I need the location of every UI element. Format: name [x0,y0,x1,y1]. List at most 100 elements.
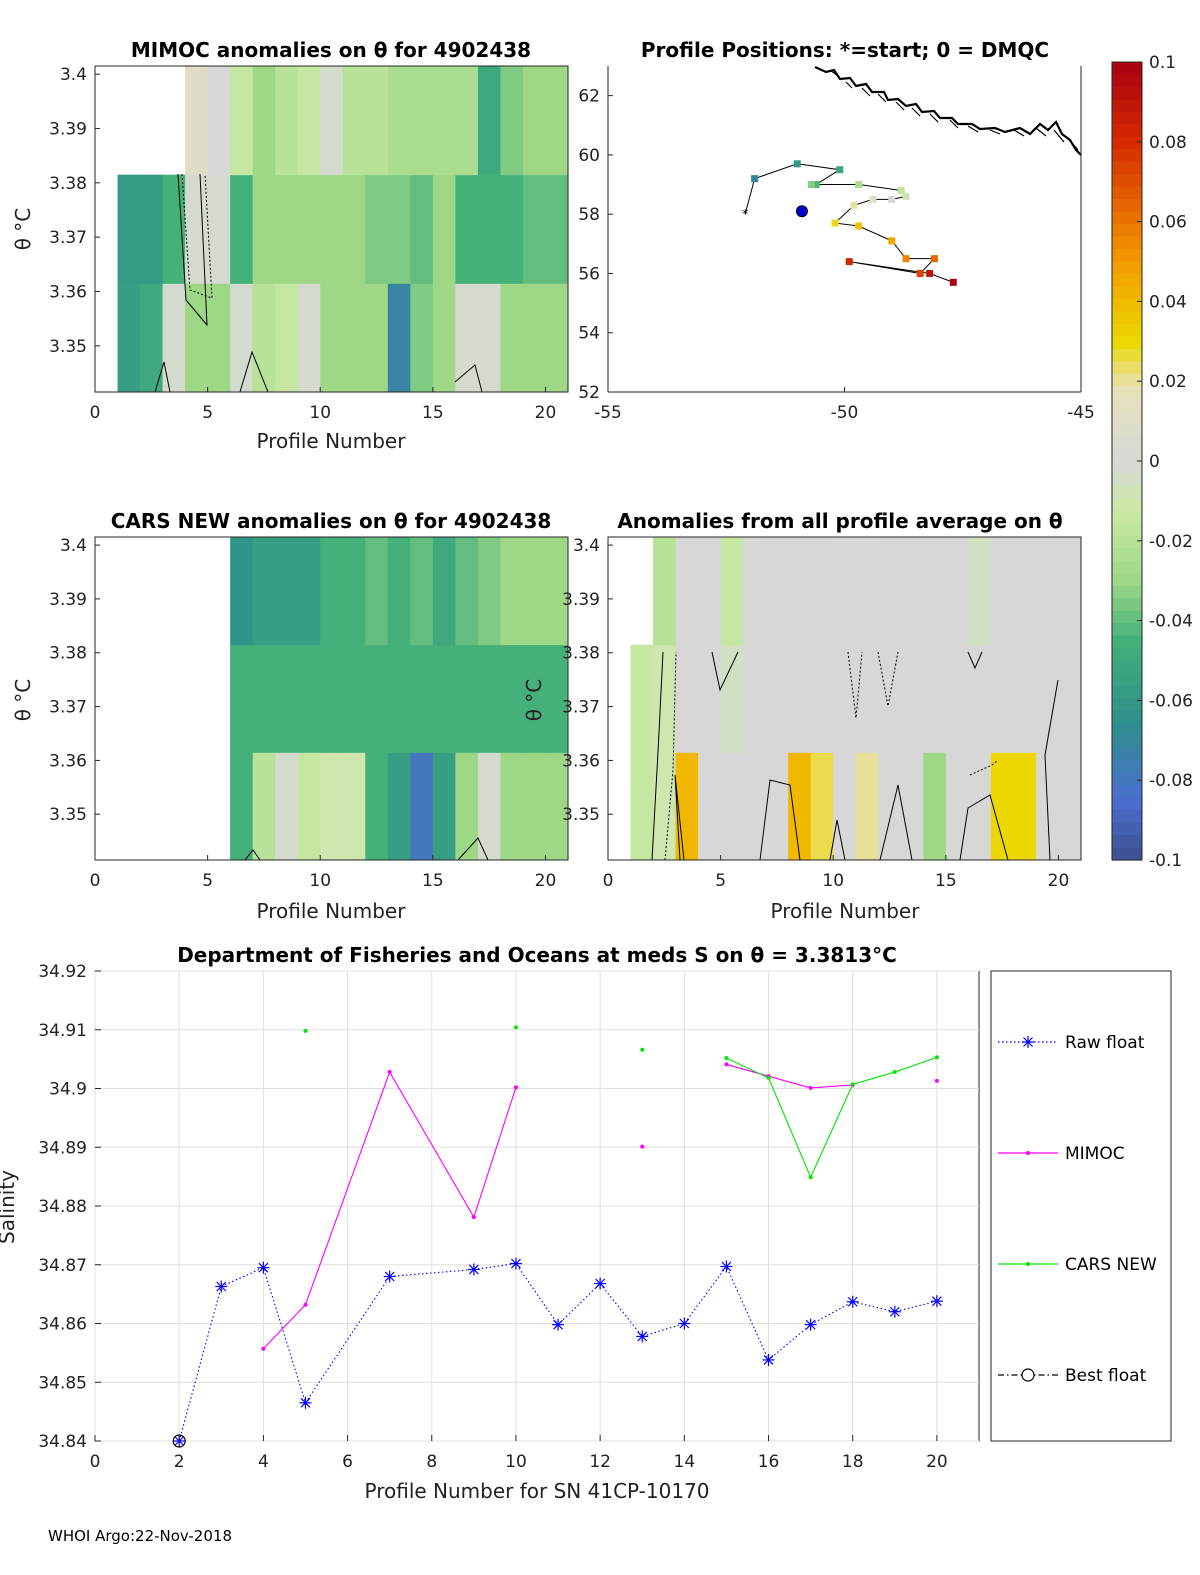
allavg-xtick-label: 20 [1048,871,1070,891]
mimoc-cell-p6-b1 [230,174,254,284]
cars-new-point [850,1082,855,1087]
cars-cell-p10-b0 [320,752,344,861]
colorbar-step [1112,710,1142,724]
allavg-cell-p19-b1 [1035,644,1059,753]
positions-ytick-label: 60 [578,146,600,166]
cars-contour-line [244,849,261,861]
colorbar-step [1112,523,1142,537]
allavg-contour-line [711,651,739,692]
mimoc-cell-p8-b0 [275,283,299,393]
colorbar-step [1112,697,1142,711]
legend-raw-float: Raw float [998,1033,1145,1053]
mimoc-cell-p6-b2 [230,66,254,176]
cars-cell-p19-b1 [522,644,546,753]
allavg-cell-p14-b1 [923,644,947,753]
colorbar-step [1112,336,1142,350]
allavg-cell-p6-b0 [743,752,767,861]
positions-ytick-label: 58 [578,205,600,225]
cars-new-point [513,1025,518,1030]
profile-position-marker [897,186,905,194]
colorbar-step [1112,635,1142,649]
mimoc-cell-p14-b0 [410,283,434,393]
profile-position-marker [869,195,877,203]
cars-cell-p12-b1 [365,644,389,753]
cars-title: CARS NEW anomalies on θ for 4902438 [111,509,552,533]
positions-xtick-label: -55 [594,403,622,423]
mimoc-cell-p1-b1 [117,174,141,284]
mimoc-xticks: 0 5 10 15 20 [90,387,556,423]
colorbar: 0.1 0.08 0.06 0.04 0.02 0 -0.02 -0.04 -0.06 -0.08… [1111,53,1193,871]
allavg-cell-p20-b0 [1058,752,1082,861]
colorbar-step [1112,535,1142,549]
colorbar-step [1112,211,1142,225]
allavg-cell-p1-b0 [630,752,654,861]
colorbar-step [1112,747,1142,761]
mimoc-cell-p6-b0 [230,283,254,393]
mimoc-cell-p4-b2 [185,66,209,176]
mimoc-point [513,1085,518,1090]
colorbar-tick-label: -0.02 [1149,532,1193,552]
mimoc-cell-p16-b2 [455,66,479,176]
salinity-xtick-label: 18 [842,1452,864,1472]
allavg-cell-p7-b0 [765,752,789,861]
allavg-cell-p2-b0 [653,752,677,861]
allavg-cell-p13-b0 [900,752,924,861]
mimoc-cell-p5-b0 [207,283,231,393]
cars-cell-p12-b2 [365,537,389,646]
cars-cell-p12-b0 [365,752,389,861]
allavg-cell-p12-b0 [878,752,902,861]
mimoc-ytick-label: 3.39 [49,119,87,139]
mimoc-cell-p18-b1 [500,174,524,284]
colorbar-step [1112,249,1142,263]
raw-float-point [678,1317,691,1330]
allavg-cell-p20-b1 [1058,644,1082,753]
legend-best-label: Best float [1065,1366,1147,1386]
allavg-ytick-label: 3.4 [573,536,600,556]
cars-cell-p8-b2 [275,537,299,646]
colorbar-step [1112,86,1142,101]
profile-position-marker [855,181,863,189]
legend-box [990,970,1172,1442]
cars-cell-p17-b0 [477,752,501,861]
allavg-cell-p18-b1 [1013,644,1037,753]
cars-cell-p17-b2 [477,537,501,646]
mimoc-contour-dotted [181,173,213,299]
salinity-ytick-label: 34.84 [38,1432,87,1452]
allavg-cell-p9-b1 [810,644,834,753]
salinity-ytick-label: 34.85 [38,1373,87,1393]
profile-position-marker [831,219,839,227]
cars-cell-p18-b0 [500,752,524,861]
colorbar-step [1112,99,1142,113]
allavg-cell-p8-b0 [788,752,812,861]
legend-mimoc-label: MIMOC [1065,1144,1125,1164]
colorbar-tick-label: -0.04 [1149,612,1193,632]
salinity-xtick-label: 8 [426,1452,437,1472]
legend-raw-marker [1022,1036,1034,1048]
allavg-cell-p15-b1 [945,644,969,753]
profile-position-marker [902,255,910,263]
cars-cell-p13-b0 [387,752,411,861]
cars-cell-p13-b2 [387,537,411,646]
profile-position-marker [888,195,896,203]
mimoc-ytick-label: 3.35 [49,337,87,357]
cars-cell-p14-b1 [410,644,434,753]
positions-ytick-label: 62 [578,87,600,107]
cars-ylabel: θ °C [11,679,35,722]
allavg-cell-p2-b2 [653,537,677,646]
mimoc-cell-p16-b1 [455,174,479,284]
legend-cars-label: CARS NEW [1065,1255,1157,1275]
mimoc-cell-p1-b0 [117,283,141,393]
colorbar-step [1112,672,1142,687]
salinity-ytick-label: 34.91 [38,1021,87,1041]
cars-ytick-label: 3.39 [49,590,87,610]
mimoc-cell-p13-b0 [387,283,411,393]
profile-position-marker [793,160,801,168]
allavg-contour-line [959,794,1009,861]
mimoc-cell-p19-b1 [522,174,546,284]
colorbar-step [1112,573,1142,587]
mimoc-cell-p10-b1 [320,174,344,284]
raw-float-line [178,1262,938,1442]
cars-cell-p15-b1 [432,644,456,753]
allavg-cell-p15-b0 [945,752,969,861]
mimoc-cell-p20-b0 [545,283,569,393]
